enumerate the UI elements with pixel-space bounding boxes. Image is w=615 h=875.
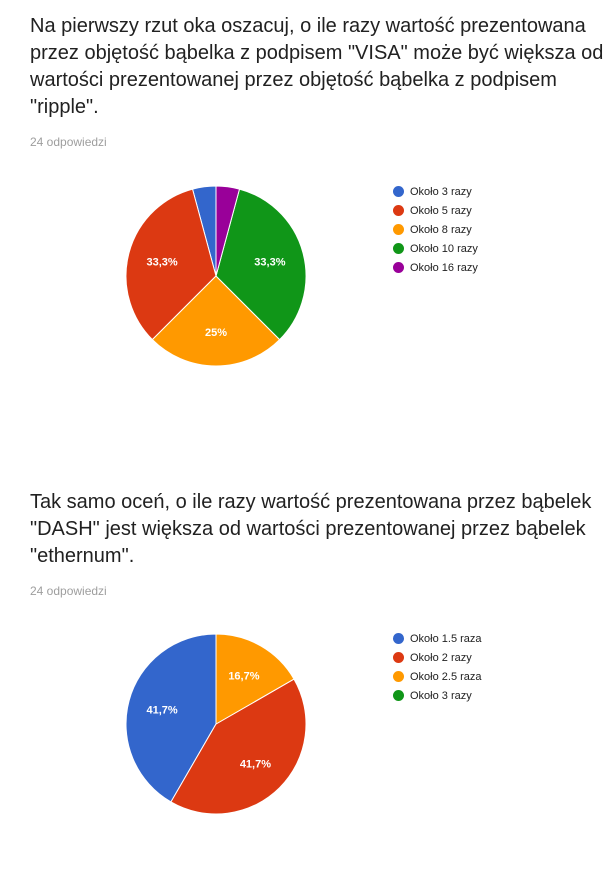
slice-data-label: 41,7%	[147, 705, 178, 717]
response-count: 24 odpowiedzi	[30, 135, 107, 149]
legend-item: Około 8 razy	[393, 220, 478, 239]
legend-item: Około 2 razy	[393, 648, 482, 667]
pie-chart-svg: 33,3% 25% 33,3%	[125, 185, 307, 367]
legend-label: Około 5 razy	[410, 204, 472, 217]
pie-slice[interactable]	[125, 633, 217, 803]
legend-swatch	[393, 243, 404, 254]
legend-swatch	[393, 652, 404, 663]
question-1: Na pierwszy rzut oka oszacuj, o ile razy…	[30, 13, 605, 149]
legend-item: Około 3 razy	[393, 686, 482, 705]
question-2: Tak samo oceń, o ile razy wartość prezen…	[30, 489, 605, 598]
legend-swatch	[393, 224, 404, 235]
pie-slice[interactable]	[170, 678, 307, 815]
legend-item: Około 5 razy	[393, 201, 478, 220]
response-count: 24 odpowiedzi	[30, 584, 107, 598]
pie-chart-2: 41,7% 41,7% 16,7% Około 1.5 raza Około 2 ra…	[0, 596, 615, 856]
pie-slice[interactable]	[125, 188, 217, 341]
pie-slice[interactable]	[215, 185, 241, 277]
legend-label: Około 16 razy	[410, 261, 478, 274]
legend-label: Około 3 razy	[410, 185, 472, 198]
slice-data-label: 41,7%	[240, 758, 271, 770]
question-title: Na pierwszy rzut oka oszacuj, o ile razy…	[30, 15, 604, 118]
slice-data-label: 16,7%	[228, 671, 259, 683]
chart-legend: Około 3 razy Około 5 razy Około 8 razy Okoł…	[393, 182, 478, 277]
legend-label: Około 3 razy	[410, 689, 472, 702]
legend-label: Około 2.5 raza	[410, 670, 482, 683]
legend-swatch	[393, 633, 404, 644]
legend-item: Około 2.5 raza	[393, 667, 482, 686]
pie-chart-svg: 41,7% 41,7% 16,7%	[125, 633, 307, 815]
slice-data-label: 33,3%	[146, 257, 177, 269]
legend-swatch	[393, 262, 404, 273]
slice-data-label: 25%	[205, 327, 227, 339]
pie-chart-1: 33,3% 25% 33,3% Około 3 razy Około 5 razy Ok…	[0, 146, 615, 406]
question-title: Tak samo oceń, o ile razy wartość prezen…	[30, 491, 592, 567]
pie-slice[interactable]	[151, 275, 281, 367]
chart-legend: Około 1.5 raza Około 2 razy Około 2.5 raza…	[393, 629, 482, 705]
legend-item: Około 16 razy	[393, 258, 478, 277]
legend-label: Około 8 razy	[410, 223, 472, 236]
pie-slice[interactable]	[215, 188, 307, 341]
legend-item: Około 10 razy	[393, 239, 478, 258]
legend-swatch	[393, 671, 404, 682]
pie-slice[interactable]	[215, 633, 295, 725]
legend-swatch	[393, 205, 404, 216]
legend-label: Około 1.5 raza	[410, 632, 482, 645]
legend-swatch	[393, 186, 404, 197]
legend-swatch	[393, 690, 404, 701]
legend-label: Około 2 razy	[410, 651, 472, 664]
slice-data-label: 33,3%	[254, 257, 285, 269]
legend-item: Około 1.5 raza	[393, 629, 482, 648]
legend-item: Około 3 razy	[393, 182, 478, 201]
legend-label: Około 10 razy	[410, 242, 478, 255]
